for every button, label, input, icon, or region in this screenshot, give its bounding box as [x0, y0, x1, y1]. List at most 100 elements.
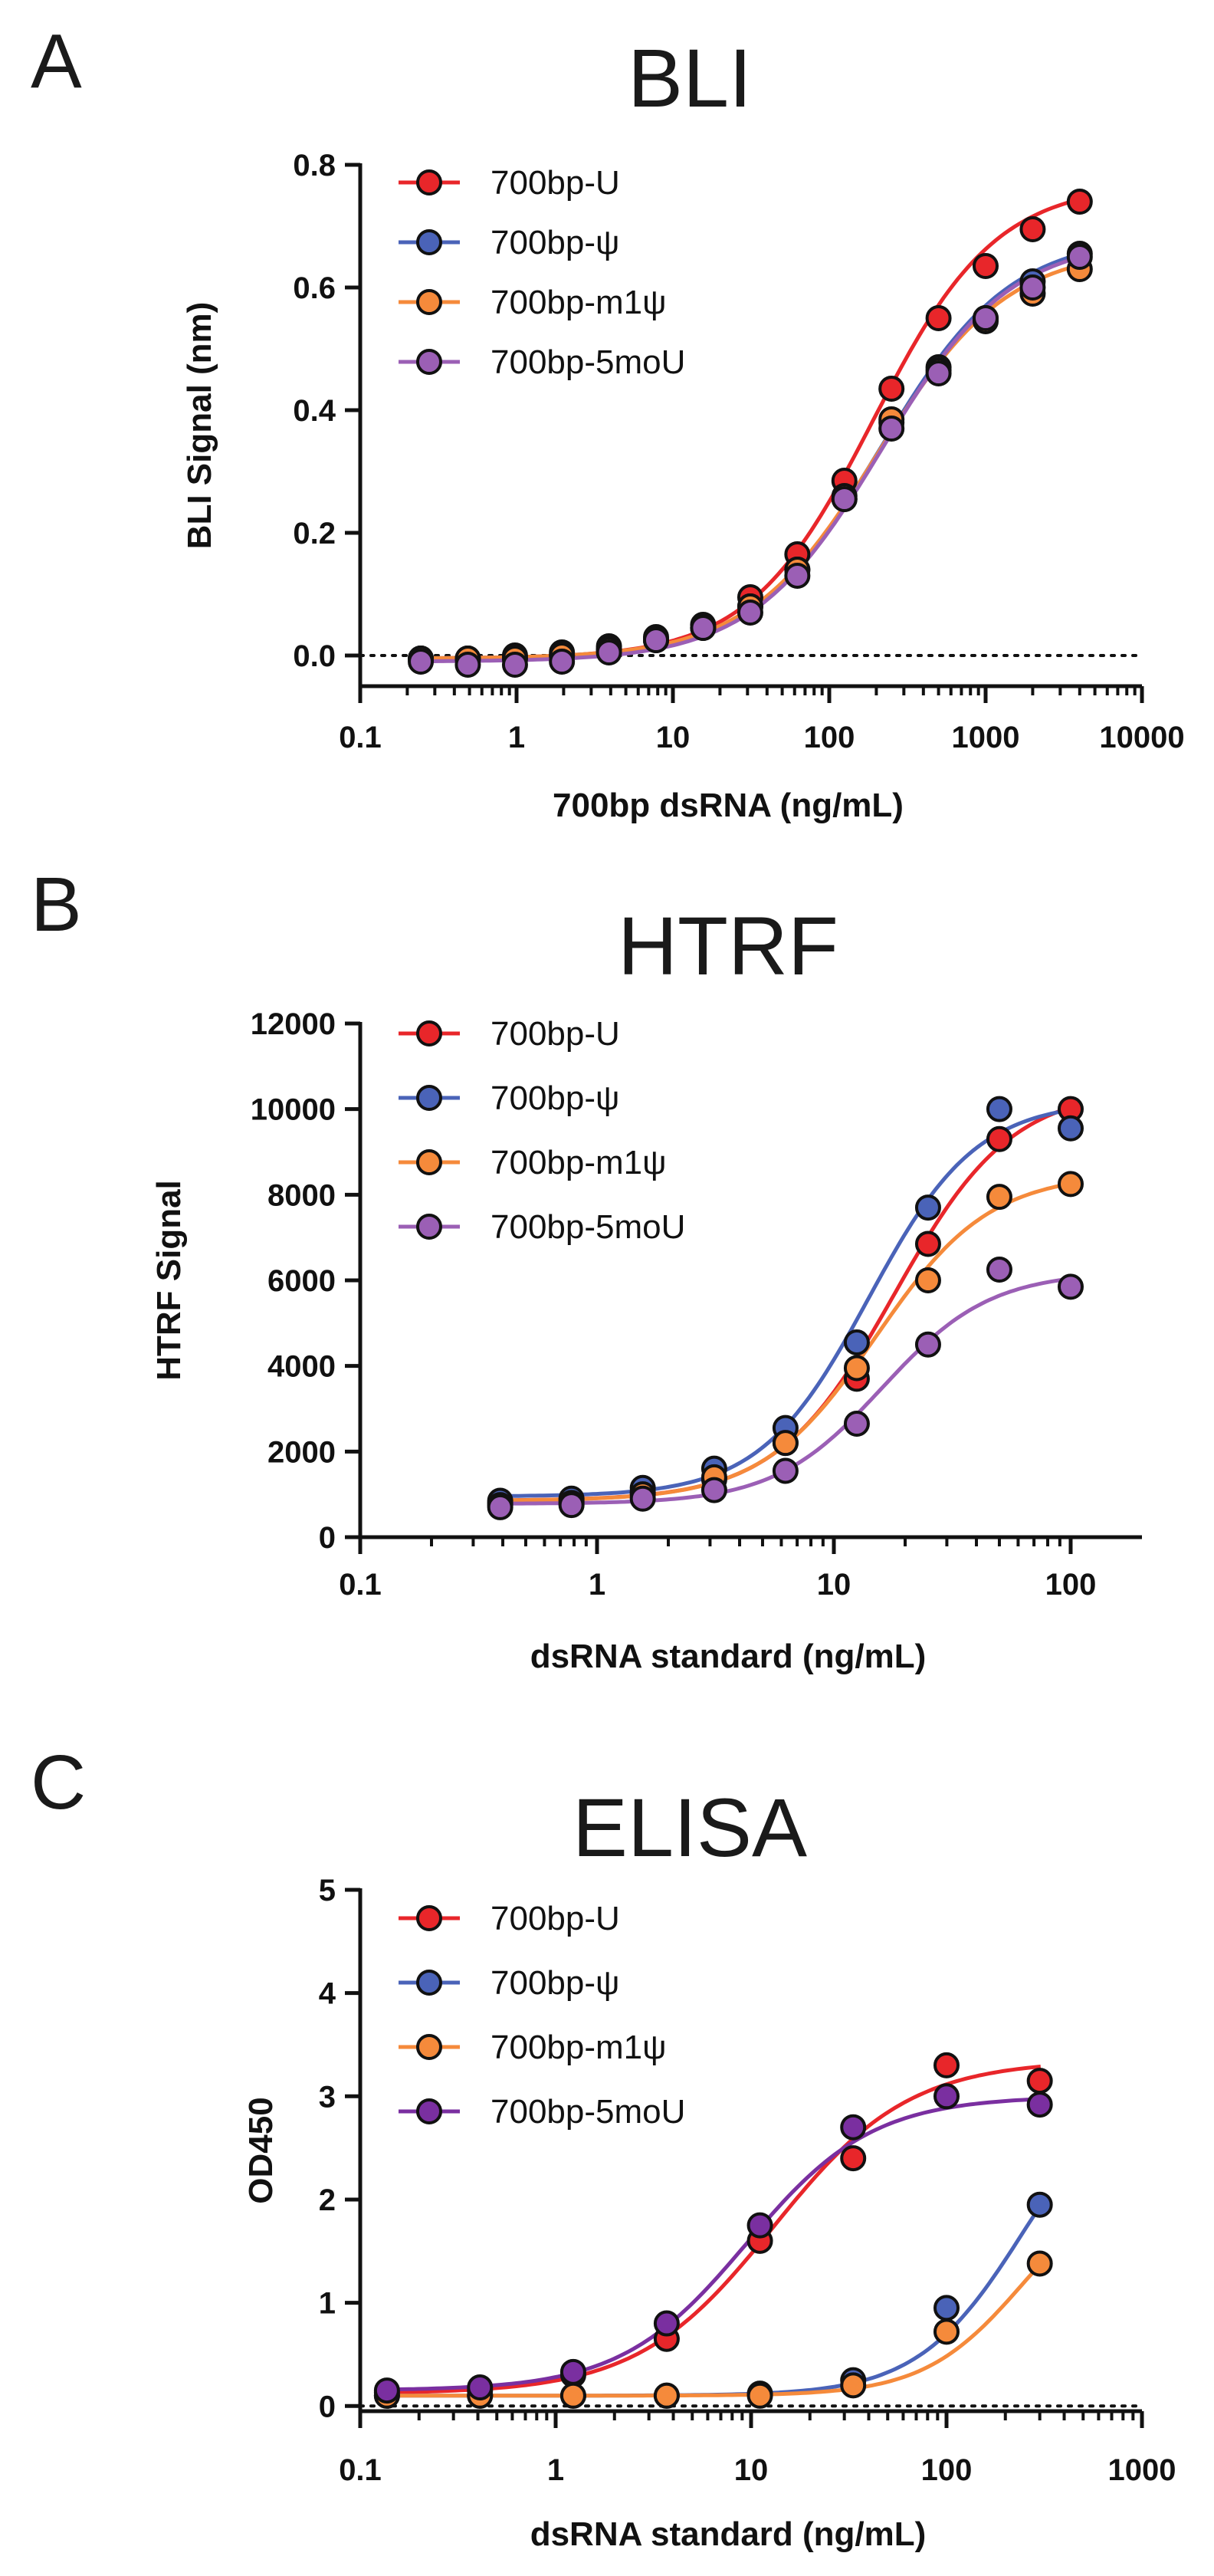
y-tick-label: 0.8: [293, 149, 336, 182]
data-point-700bp-5moU: [1057, 1273, 1084, 1300]
elisa-chart: 0 1 2 3 4 5 0.1 1 10 100 1000 dsRNA standard (ng/mL…: [242, 1874, 1176, 2553]
data-point-700bp-ψ: [986, 1096, 1012, 1122]
x-tick-label: 100: [1045, 1568, 1097, 1602]
legend-marker: [416, 1970, 442, 1996]
y-tick-label: 6000: [267, 1264, 336, 1298]
data-point-700bp-ψ: [933, 2295, 960, 2321]
legend-marker: [416, 289, 442, 315]
data-point-700bp-5moU: [653, 2310, 680, 2337]
data-point-700bp-m1ψ: [933, 2318, 960, 2345]
data-point-700bp-U: [1066, 189, 1093, 215]
legend-label: 700bp-U: [491, 1900, 620, 1937]
y-tick-label: 4000: [267, 1350, 336, 1384]
legend-marker: [416, 169, 442, 196]
legend-label: 700bp-ψ: [491, 1079, 619, 1117]
panel-letter: B: [31, 862, 82, 948]
data-point-700bp-5moU: [596, 639, 622, 665]
x-tick-label: 100: [921, 2453, 973, 2487]
data-point-700bp-ψ: [1026, 2191, 1053, 2218]
y-tick-label: 8000: [267, 1178, 336, 1212]
panel-c-elisa: C ELISA 0 1 2 3 4 5 0.1 1 10 100 1000 dsRNA standar…: [0, 1717, 1214, 2576]
data-point-700bp-ψ: [843, 1329, 870, 1355]
data-point-700bp-5moU: [925, 360, 952, 386]
y-tick-label: 0.2: [293, 517, 336, 550]
data-point-700bp-U: [914, 1230, 941, 1257]
data-point-700bp-5moU: [467, 2374, 494, 2401]
data-point-700bp-5moU: [831, 486, 858, 512]
data-point-700bp-U: [986, 1125, 1012, 1152]
data-point-700bp-5moU: [1066, 244, 1093, 270]
y-axis-label: HTRF Signal: [150, 1180, 188, 1381]
y-tick-label: 5: [319, 1874, 336, 1907]
y-tick-label: 3: [319, 2080, 336, 2114]
x-axis-label: 700bp dsRNA (ng/mL): [553, 787, 904, 824]
data-point-700bp-U: [1019, 216, 1046, 242]
data-point-700bp-5moU: [1019, 274, 1046, 301]
data-point-700bp-5moU: [501, 652, 528, 678]
y-tick-label: 10000: [251, 1093, 336, 1127]
x-tick-label: 0.1: [339, 2453, 382, 2487]
legend-marker: [416, 1214, 442, 1240]
data-point-700bp-U: [840, 2145, 867, 2172]
legend-label: 700bp-m1ψ: [491, 2029, 667, 2066]
data-point-700bp-5moU: [843, 1411, 870, 1438]
data-point-700bp-m1ψ: [746, 2382, 773, 2409]
legend-label: 700bp-5moU: [491, 343, 685, 381]
y-tick-label: 1: [319, 2287, 336, 2321]
x-tick-label: 10: [817, 1568, 851, 1602]
legend-label: 700bp-U: [491, 1015, 620, 1053]
y-tick-label: 12000: [251, 1007, 336, 1041]
x-tick-label: 1000: [952, 721, 1020, 754]
data-point-700bp-5moU: [746, 2212, 773, 2239]
data-point-700bp-U: [1026, 2068, 1053, 2095]
chart-title: HTRF: [618, 899, 838, 992]
data-point-700bp-5moU: [973, 305, 999, 331]
data-point-700bp-m1ψ: [986, 1184, 1012, 1211]
data-point-700bp-m1ψ: [772, 1430, 799, 1457]
fit-curve-700bp-U: [385, 2065, 1042, 2395]
legend-marker: [416, 1020, 442, 1046]
legend-label: 700bp-5moU: [491, 2093, 685, 2131]
data-point-700bp-5moU: [784, 563, 811, 589]
x-tick-label: 1000: [1108, 2453, 1176, 2487]
data-point-700bp-m1ψ: [653, 2382, 680, 2409]
legend-marker: [416, 1085, 442, 1111]
data-point-700bp-m1ψ: [840, 2372, 867, 2399]
legend-label: 700bp-5moU: [491, 1208, 685, 1246]
x-axis-label: dsRNA standard (ng/mL): [530, 2515, 927, 2553]
x-tick-label: 1: [547, 2453, 564, 2487]
panel-b-htrf: B HTRF 0 2000 4000 6000 8000 10000 12000 0.1 1 10…: [0, 859, 1214, 1717]
htrf-chart: 0 2000 4000 6000 8000 10000 12000 0.1 1 10 100 dsRN…: [150, 1007, 1142, 1675]
data-point-700bp-ψ: [1057, 1115, 1084, 1142]
data-point-700bp-m1ψ: [559, 2382, 586, 2409]
chart-title: BLI: [627, 31, 753, 124]
data-point-700bp-m1ψ: [914, 1267, 941, 1293]
panel-letter: C: [31, 1740, 87, 1825]
x-tick-label: 10: [734, 2453, 769, 2487]
y-axis-label: BLI Signal (nm): [181, 302, 218, 550]
data-point-700bp-m1ψ: [843, 1355, 870, 1382]
legend-marker: [416, 1905, 442, 1931]
data-point-700bp-5moU: [559, 2358, 586, 2385]
x-tick-label: 1: [508, 721, 525, 754]
panel-letter: A: [31, 18, 82, 104]
data-point-700bp-5moU: [1026, 2091, 1053, 2118]
legend-label: 700bp-m1ψ: [491, 1144, 667, 1181]
legend-marker: [416, 2034, 442, 2060]
data-point-700bp-5moU: [878, 416, 905, 442]
chart-title: ELISA: [572, 1781, 808, 1874]
data-point-700bp-5moU: [629, 1485, 656, 1512]
x-axis-label: dsRNA standard (ng/mL): [530, 1638, 927, 1675]
data-point-700bp-5moU: [737, 600, 763, 626]
data-point-700bp-m1ψ: [1057, 1171, 1084, 1198]
data-point-700bp-U: [925, 305, 952, 331]
y-tick-label: 2000: [267, 1435, 336, 1469]
data-point-700bp-m1ψ: [1026, 2250, 1053, 2277]
y-tick-label: 0: [319, 1521, 336, 1555]
legend-marker: [416, 1149, 442, 1175]
legend-marker: [416, 2098, 442, 2124]
data-point-700bp-U: [973, 253, 999, 279]
fit-curve-700bp-5moU: [385, 2097, 1041, 2392]
data-point-700bp-5moU: [454, 652, 481, 678]
